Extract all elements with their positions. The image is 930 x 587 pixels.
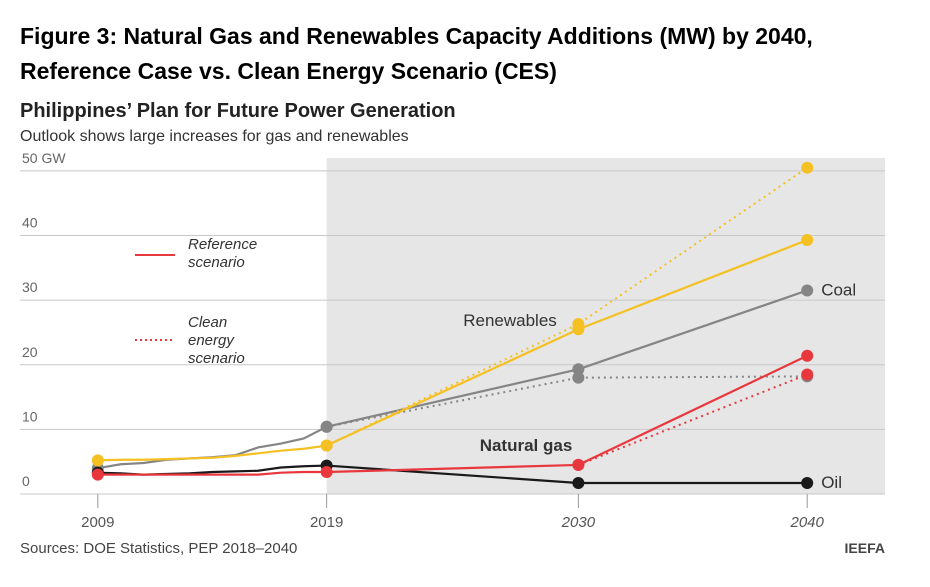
legend-label: scenario (188, 254, 245, 271)
point (801, 161, 814, 174)
series-label: Renewables (463, 311, 557, 330)
point (91, 454, 104, 467)
chart-subtitle: Outlook shows large increases for gas an… (20, 128, 409, 145)
figure-title: Figure 3: Natural Gas and Renewables Cap… (20, 23, 813, 49)
series-label: Natural gas (480, 436, 573, 455)
credit: IEEFA (845, 540, 885, 556)
point (801, 368, 814, 381)
point (572, 458, 585, 471)
series-label: Oil (821, 473, 842, 492)
y-tick-label: 0 (22, 473, 30, 489)
point (801, 477, 814, 490)
point (572, 363, 585, 376)
x-tick-label: 2009 (81, 514, 114, 531)
point (801, 234, 814, 247)
series-label: Coal (821, 280, 856, 299)
figure-title: Reference Case vs. Clean Energy Scenario… (20, 58, 557, 84)
point (801, 284, 814, 297)
y-tick-label: 30 (22, 279, 38, 295)
point (572, 477, 585, 490)
point (320, 420, 333, 433)
forecast-shade (326, 158, 885, 494)
source: Sources: DOE Statistics, PEP 2018–2040 (20, 540, 297, 557)
x-tick-label: 2030 (561, 514, 596, 531)
y-tick-label: 20 (22, 344, 38, 360)
series-line (577, 373, 808, 466)
chart-title: Philippines’ Plan for Future Power Gener… (20, 100, 456, 122)
point (91, 468, 104, 481)
legend-label: scenario (188, 350, 245, 367)
legend-label: Reference (188, 236, 257, 253)
series-line (326, 375, 808, 428)
point (572, 371, 585, 384)
y-tick-label: 10 (22, 408, 38, 424)
x-tick-label: 2019 (310, 514, 343, 531)
legend-label: Clean (188, 314, 227, 331)
legend-label: energy (188, 332, 235, 349)
point (320, 466, 333, 479)
point (801, 349, 814, 362)
y-tick-label: 40 (22, 215, 38, 231)
x-tick-label: 2040 (790, 514, 825, 531)
point (320, 439, 333, 452)
y-tick-label: 50 GW (22, 150, 66, 166)
point (572, 318, 585, 331)
